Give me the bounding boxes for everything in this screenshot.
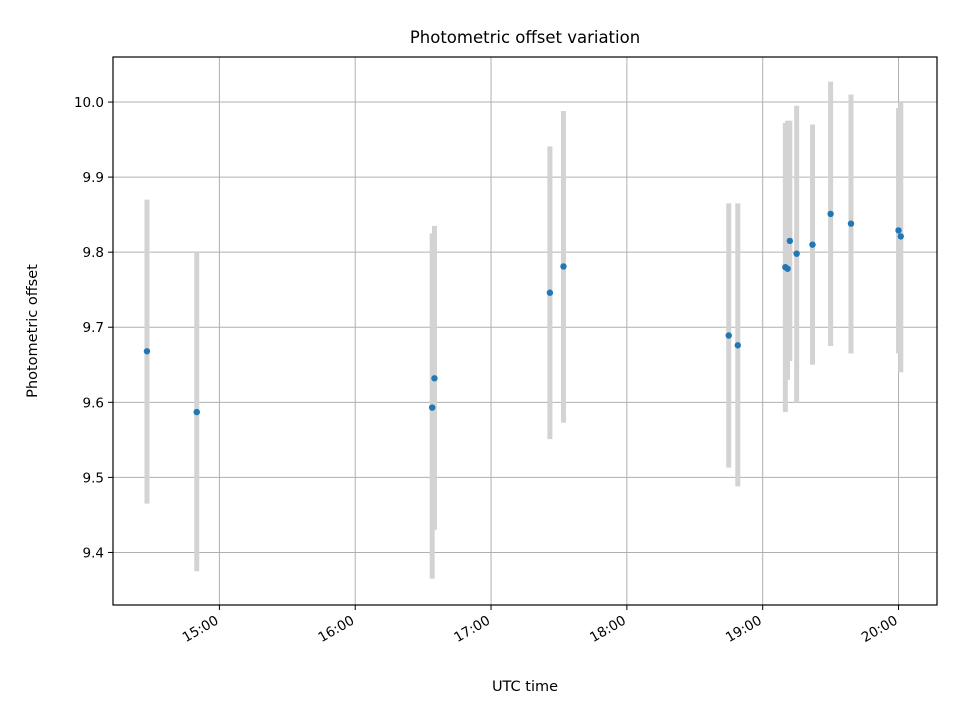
x-axis-label: UTC time: [492, 679, 558, 695]
data-point: [431, 375, 438, 382]
y-tick-label: 9.7: [83, 320, 104, 336]
data-point: [784, 265, 791, 272]
y-tick-label: 9.8: [83, 245, 104, 261]
data-points: [143, 210, 904, 416]
data-point: [428, 404, 436, 411]
data-point: [897, 233, 904, 240]
data-point: [786, 237, 794, 245]
data-point: [193, 408, 200, 416]
data-point: [725, 332, 732, 339]
data-point: [793, 250, 800, 257]
y-tick-label: 10.0: [74, 95, 104, 111]
data-point: [809, 241, 816, 248]
data-point: [143, 348, 151, 355]
data-point: [895, 227, 902, 234]
data-point: [734, 342, 741, 349]
y-tick-label: 9.6: [83, 395, 104, 411]
chart-title: Photometric offset variation: [410, 28, 640, 47]
data-point: [847, 220, 855, 227]
y-tick-label: 9.5: [83, 470, 104, 486]
y-tick-label: 9.4: [83, 545, 104, 561]
data-point: [827, 210, 834, 218]
y-axis-label: Photometric offset: [25, 264, 41, 398]
data-point: [560, 263, 567, 270]
plot-area-frame: [112, 56, 938, 606]
y-tick-label: 9.9: [83, 170, 104, 186]
data-point: [546, 289, 554, 296]
